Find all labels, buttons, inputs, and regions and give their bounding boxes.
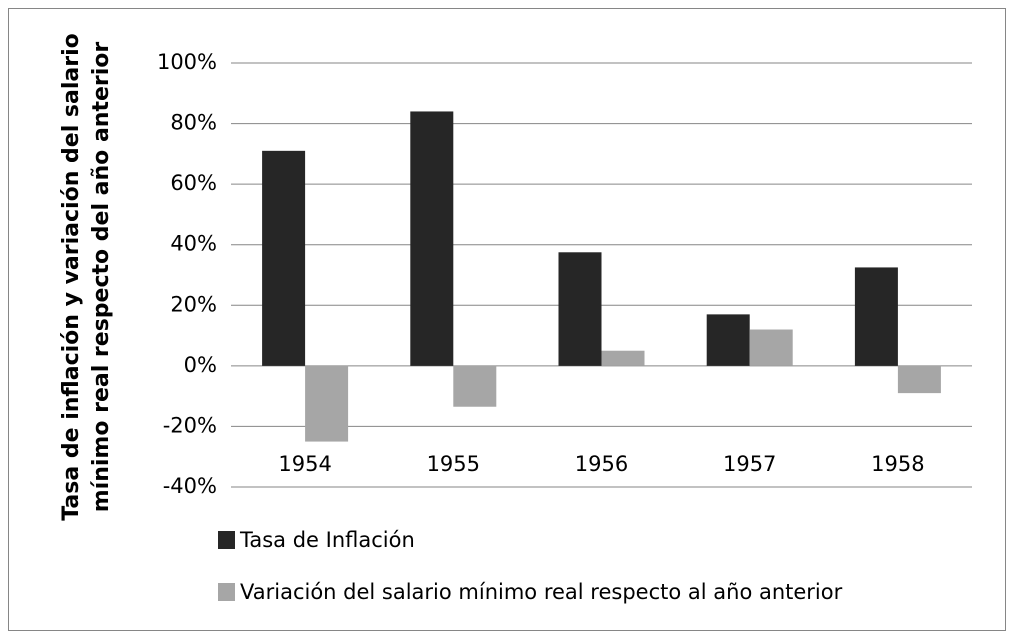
bar [706,314,750,366]
y-tick-label: 40% [170,232,217,256]
bar [558,252,602,366]
bar [262,150,306,366]
bar [305,365,349,442]
bar [410,111,454,366]
y-tick-label: 100% [157,50,217,74]
y-tick-label: -40% [163,474,217,498]
bar [897,365,941,394]
y-axis-title: Tasa de inflación y variación del salari… [59,33,84,520]
legend-label: Tasa de Inflación [239,528,415,552]
legend-swatch [218,531,235,549]
x-tick-label: 1956 [575,452,628,476]
y-tick-label: 20% [170,292,217,316]
legend-swatch [218,583,235,601]
chart-border [8,8,1006,631]
legend-label: Variación del salario mínimo real respec… [240,580,843,604]
y-tick-label: 0% [184,353,217,377]
bar [453,365,497,407]
bar [601,350,645,366]
x-tick-label: 1958 [871,452,924,476]
x-tick-label: 1954 [278,452,331,476]
y-tick-label: 60% [170,171,217,195]
bar [854,267,898,366]
y-tick-label: -20% [163,413,217,437]
x-tick-label: 1957 [723,452,776,476]
bar [749,329,793,366]
y-axis-title: mínimo real respecto del año anterior [89,42,114,513]
x-tick-label: 1955 [427,452,480,476]
y-tick-label: 80% [170,111,217,135]
